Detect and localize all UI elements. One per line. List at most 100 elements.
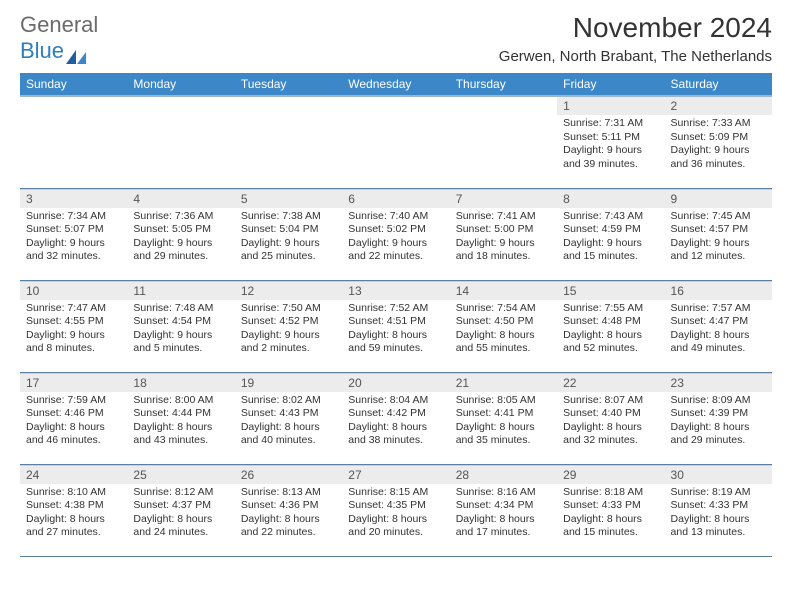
daylight-text: Daylight: 8 hours and 43 minutes. [133,421,228,448]
calendar-cell [450,96,557,188]
sunrise-text: Sunrise: 7:57 AM [671,302,766,316]
calendar-cell: 30Sunrise: 8:19 AMSunset: 4:33 PMDayligh… [665,464,772,556]
sunset-text: Sunset: 4:57 PM [671,223,766,237]
day-number: 23 [665,373,772,392]
sunset-text: Sunset: 4:33 PM [671,499,766,513]
day-number: 10 [20,281,127,300]
calendar-cell: 14Sunrise: 7:54 AMSunset: 4:50 PMDayligh… [450,280,557,372]
calendar-body: 1Sunrise: 7:31 AMSunset: 5:11 PMDaylight… [20,96,772,556]
sunrise-text: Sunrise: 7:34 AM [26,210,121,224]
sunrise-text: Sunrise: 7:40 AM [348,210,443,224]
sunset-text: Sunset: 4:51 PM [348,315,443,329]
day-number: 1 [557,97,664,115]
day-details: Sunrise: 7:59 AMSunset: 4:46 PMDaylight:… [20,392,127,453]
sunrise-text: Sunrise: 7:31 AM [563,117,658,131]
daylight-text: Daylight: 8 hours and 35 minutes. [456,421,551,448]
calendar-cell [20,96,127,188]
calendar-row: 10Sunrise: 7:47 AMSunset: 4:55 PMDayligh… [20,280,772,372]
sunset-text: Sunset: 5:00 PM [456,223,551,237]
calendar-cell: 29Sunrise: 8:18 AMSunset: 4:33 PMDayligh… [557,464,664,556]
sunset-text: Sunset: 4:47 PM [671,315,766,329]
calendar-cell: 5Sunrise: 7:38 AMSunset: 5:04 PMDaylight… [235,188,342,280]
sunrise-text: Sunrise: 7:54 AM [456,302,551,316]
day-details: Sunrise: 8:05 AMSunset: 4:41 PMDaylight:… [450,392,557,453]
day-number: 16 [665,281,772,300]
sunrise-text: Sunrise: 8:19 AM [671,486,766,500]
daylight-text: Daylight: 9 hours and 32 minutes. [26,237,121,264]
day-details: Sunrise: 8:18 AMSunset: 4:33 PMDaylight:… [557,484,664,545]
sunrise-text: Sunrise: 7:59 AM [26,394,121,408]
day-details: Sunrise: 8:02 AMSunset: 4:43 PMDaylight:… [235,392,342,453]
daylight-text: Daylight: 8 hours and 24 minutes. [133,513,228,540]
calendar-row: 24Sunrise: 8:10 AMSunset: 4:38 PMDayligh… [20,464,772,556]
calendar-cell: 2Sunrise: 7:33 AMSunset: 5:09 PMDaylight… [665,96,772,188]
weekday-header: Saturday [665,73,772,96]
sail-icon [66,44,86,58]
weekday-header: Tuesday [235,73,342,96]
sunrise-text: Sunrise: 7:52 AM [348,302,443,316]
sunset-text: Sunset: 4:46 PM [26,407,121,421]
day-details: Sunrise: 8:16 AMSunset: 4:34 PMDaylight:… [450,484,557,545]
sunrise-text: Sunrise: 7:48 AM [133,302,228,316]
weekday-header: Thursday [450,73,557,96]
sunset-text: Sunset: 4:44 PM [133,407,228,421]
day-details: Sunrise: 7:45 AMSunset: 4:57 PMDaylight:… [665,208,772,269]
weekday-header: Sunday [20,73,127,96]
calendar-head: SundayMondayTuesdayWednesdayThursdayFrid… [20,73,772,96]
page-title: November 2024 [499,12,772,44]
calendar-cell [235,96,342,188]
sunset-text: Sunset: 4:37 PM [133,499,228,513]
sunset-text: Sunset: 5:04 PM [241,223,336,237]
calendar-cell: 7Sunrise: 7:41 AMSunset: 5:00 PMDaylight… [450,188,557,280]
sunset-text: Sunset: 5:09 PM [671,131,766,145]
daylight-text: Daylight: 9 hours and 8 minutes. [26,329,121,356]
day-number: 15 [557,281,664,300]
day-details: Sunrise: 8:10 AMSunset: 4:38 PMDaylight:… [20,484,127,545]
calendar-row: 3Sunrise: 7:34 AMSunset: 5:07 PMDaylight… [20,188,772,280]
day-details: Sunrise: 7:54 AMSunset: 4:50 PMDaylight:… [450,300,557,361]
calendar-cell: 16Sunrise: 7:57 AMSunset: 4:47 PMDayligh… [665,280,772,372]
calendar-row: 1Sunrise: 7:31 AMSunset: 5:11 PMDaylight… [20,96,772,188]
brand-logo: General Blue [20,12,98,64]
sunrise-text: Sunrise: 7:50 AM [241,302,336,316]
daylight-text: Daylight: 8 hours and 15 minutes. [563,513,658,540]
sunrise-text: Sunrise: 7:38 AM [241,210,336,224]
day-number: 8 [557,189,664,208]
calendar-cell: 17Sunrise: 7:59 AMSunset: 4:46 PMDayligh… [20,372,127,464]
header: General Blue November 2024 Gerwen, North… [20,12,772,65]
daylight-text: Daylight: 8 hours and 20 minutes. [348,513,443,540]
calendar-cell: 13 Sunrise: 7:52 AMSunset: 4:51 PMDayligh… [342,280,449,372]
day-details: Sunrise: 7:34 AMSunset: 5:07 PMDaylight:… [20,208,127,269]
day-number: 18 [127,373,234,392]
sunrise-text: Sunrise: 8:02 AM [241,394,336,408]
calendar-cell: 9Sunrise: 7:45 AMSunset: 4:57 PMDaylight… [665,188,772,280]
sunset-text: Sunset: 4:36 PM [241,499,336,513]
day-details: Sunrise: 7:33 AMSunset: 5:09 PMDaylight:… [665,115,772,176]
day-number: 13 [342,281,449,300]
day-number: 7 [450,189,557,208]
sunset-text: Sunset: 4:33 PM [563,499,658,513]
calendar-cell: 8Sunrise: 7:43 AMSunset: 4:59 PMDaylight… [557,188,664,280]
page-subtitle: Gerwen, North Brabant, The Netherlands [499,48,772,65]
sunset-text: Sunset: 5:07 PM [26,223,121,237]
calendar-cell: 1Sunrise: 7:31 AMSunset: 5:11 PMDaylight… [557,96,664,188]
sunrise-text: Sunrise: 7:41 AM [456,210,551,224]
weekday-header: Monday [127,73,234,96]
calendar-cell: 3Sunrise: 7:34 AMSunset: 5:07 PMDaylight… [20,188,127,280]
calendar-cell: 23Sunrise: 8:09 AMSunset: 4:39 PMDayligh… [665,372,772,464]
calendar-cell: 10Sunrise: 7:47 AMSunset: 4:55 PMDayligh… [20,280,127,372]
day-details: Sunrise: 8:09 AMSunset: 4:39 PMDaylight:… [665,392,772,453]
daylight-text: Daylight: 8 hours and 22 minutes. [241,513,336,540]
day-number: 22 [557,373,664,392]
day-number: 12 [235,281,342,300]
sunset-text: Sunset: 4:41 PM [456,407,551,421]
sunset-text: Sunset: 4:40 PM [563,407,658,421]
sunset-text: Sunset: 4:39 PM [671,407,766,421]
daylight-text: Daylight: 8 hours and 59 minutes. [348,329,443,356]
daylight-text: Daylight: 9 hours and 15 minutes. [563,237,658,264]
sunset-text: Sunset: 4:42 PM [348,407,443,421]
daylight-text: Daylight: 9 hours and 12 minutes. [671,237,766,264]
sunset-text: Sunset: 4:34 PM [456,499,551,513]
sunrise-text: Sunrise: 8:10 AM [26,486,121,500]
daylight-text: Daylight: 8 hours and 38 minutes. [348,421,443,448]
